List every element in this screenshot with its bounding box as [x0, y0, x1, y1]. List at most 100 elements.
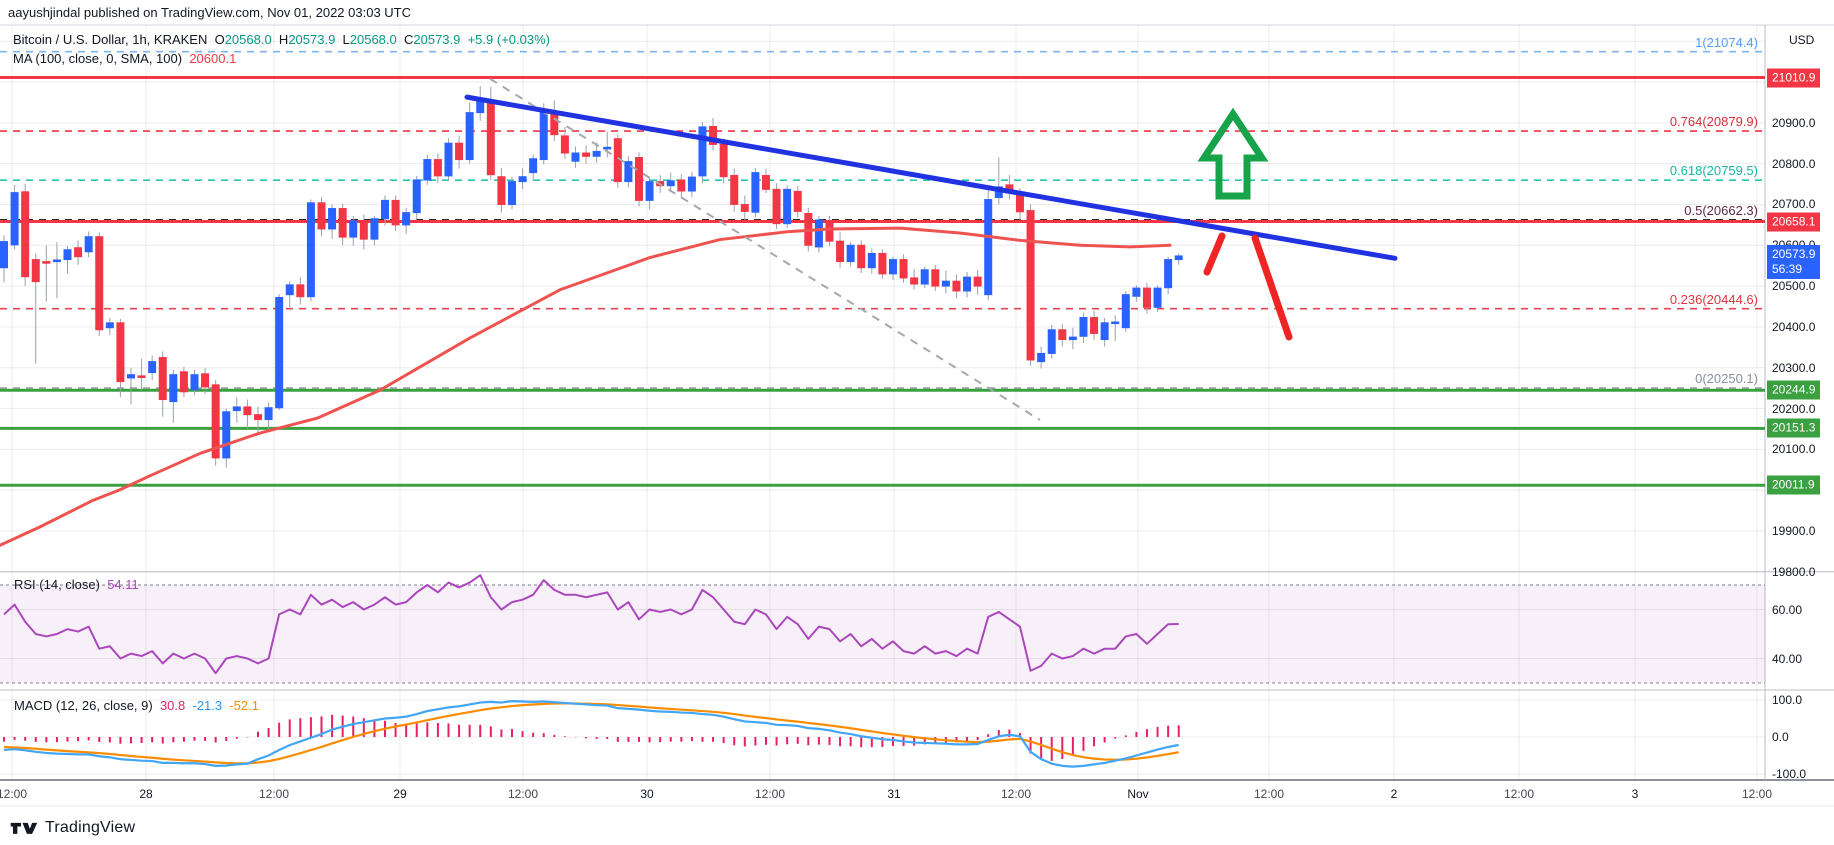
time-tick-label[interactable]: 12:00 [0, 787, 28, 801]
time-tick-label[interactable]: 30 [640, 787, 654, 801]
candle-body [1090, 317, 1099, 334]
candle-body [507, 181, 516, 205]
macd-tick-label: -100.0 [1772, 767, 1807, 781]
candle-body [1142, 287, 1151, 308]
green-up-arrow[interactable] [1197, 107, 1269, 200]
price-level-badge: 21010.9 [1767, 68, 1821, 88]
candle-body [761, 174, 770, 190]
price-tick-label: 19800.0 [1772, 564, 1816, 579]
symbol-ohlc-legend-part: 20573.9 [413, 32, 468, 47]
candle-body [973, 276, 982, 287]
macd-tick-label: 0.0 [1772, 730, 1789, 744]
time-tick-label[interactable]: 12:00 [754, 787, 786, 801]
candle-body [190, 374, 199, 391]
time-tick-label[interactable]: 31 [887, 787, 901, 801]
price-axis-currency-label: USD [1789, 33, 1815, 47]
tradingview-watermark[interactable]: TradingView [10, 817, 135, 839]
current-price-badge: 20573.9 56:39 [1767, 244, 1821, 279]
candle-body [952, 280, 961, 292]
red-marker-stroke[interactable] [1251, 234, 1293, 341]
candle-body [370, 218, 379, 240]
time-tick-label[interactable]: 12:00 [1741, 787, 1773, 801]
candle-body [201, 373, 210, 388]
candle-body [63, 249, 72, 261]
time-tick-label[interactable]: 12:00 [1000, 787, 1032, 801]
candle-body [391, 199, 400, 226]
publisher-attribution: aayushjindal published on TradingView.co… [8, 5, 412, 20]
candle-body [783, 188, 792, 225]
time-tick-label[interactable]: 3 [1631, 787, 1639, 801]
candle-body [433, 159, 442, 177]
candle-body [95, 236, 104, 331]
price-level-badge: 20658.1 [1767, 212, 1821, 232]
candle-body [867, 252, 876, 269]
red-marker-stroke[interactable] [1203, 232, 1226, 276]
candle-body [74, 247, 83, 258]
candle-body [116, 322, 125, 383]
candle-body [84, 236, 93, 253]
candle-body [825, 220, 834, 242]
symbol-ohlc-legend[interactable]: Bitcoin / U.S. Dollar, 1h, KRAKEN O20568… [13, 33, 550, 46]
candle-body [1015, 194, 1024, 213]
symbol-ohlc-legend-part: 20573.9 [288, 32, 343, 47]
price-tick-label: 20100.0 [1772, 442, 1816, 457]
candle-body [793, 190, 802, 212]
price-tick-label: 19900.0 [1772, 523, 1816, 538]
candle-body [910, 277, 919, 285]
candle-body [1121, 294, 1130, 329]
time-tick-label[interactable]: 12:00 [1503, 787, 1535, 801]
time-tick-label[interactable]: Nov [1127, 787, 1149, 801]
candle-body [349, 220, 358, 238]
candle-body [497, 176, 506, 205]
candle-body [878, 252, 887, 275]
ma100-line[interactable] [0, 226, 1172, 547]
macd-legend-part: -52.1 [229, 698, 259, 713]
tradingview-watermark-text: TradingView [45, 819, 136, 836]
rsi-tick-label: 40.00 [1772, 651, 1803, 666]
candle-body [296, 284, 305, 298]
macd-legend[interactable]: MACD (12, 26, close, 9) 30.8 -21.3 -52.1 [14, 699, 259, 712]
candle-body [285, 284, 294, 296]
ma-legend-part: 20600.1 [189, 51, 237, 66]
candle-body [380, 199, 389, 220]
symbol-ohlc-legend-part: Bitcoin / U.S. Dollar, 1h, KRAKEN [13, 32, 215, 47]
price-tick-label: 20300.0 [1772, 360, 1816, 375]
candle-body [455, 142, 464, 161]
rsi-legend[interactable]: RSI (14, close) 54.11 [14, 578, 139, 591]
candle-body [1026, 210, 1035, 361]
time-tick-label[interactable]: 2 [1390, 787, 1398, 801]
time-tick-label[interactable]: 12:00 [507, 787, 539, 801]
descending-dashed-trendline[interactable] [489, 77, 1041, 421]
price-tick-label: 20800.0 [1772, 156, 1816, 171]
candle-body [984, 199, 993, 296]
candle-body [402, 212, 411, 226]
candle-body [1153, 287, 1162, 308]
candle-body [687, 176, 696, 192]
candle-body [179, 371, 188, 393]
candle-body [920, 269, 929, 285]
time-tick-label[interactable]: 12:00 [258, 787, 290, 801]
fib-level-label: 0.764(20879.9) [1669, 114, 1758, 130]
candle-body [888, 259, 897, 275]
macd-legend-part: 30.8 [159, 698, 193, 713]
candle-body [21, 191, 30, 278]
candle-body [1174, 255, 1183, 261]
candle-body [518, 176, 527, 183]
macd-legend-part: -21.3 [192, 698, 230, 713]
ma-legend-part: MA (100, close, 0, SMA, 100) [13, 51, 190, 66]
candle-body [698, 126, 707, 177]
candle-body [275, 297, 284, 409]
ma-legend[interactable]: MA (100, close, 0, SMA, 100) 20600.1 [13, 52, 236, 65]
candle-body [814, 219, 823, 248]
price-level-badge: 20011.9 [1767, 475, 1820, 495]
price-tick-label: 20500.0 [1772, 279, 1816, 294]
candle-body [677, 179, 686, 192]
time-tick-label[interactable]: 29 [393, 787, 407, 801]
time-tick-label[interactable]: 12:00 [1253, 787, 1285, 801]
descending-trendline[interactable] [464, 94, 1398, 261]
time-tick-label[interactable]: 28 [139, 787, 153, 801]
candle-body [137, 375, 146, 378]
candle-body [1047, 329, 1056, 354]
